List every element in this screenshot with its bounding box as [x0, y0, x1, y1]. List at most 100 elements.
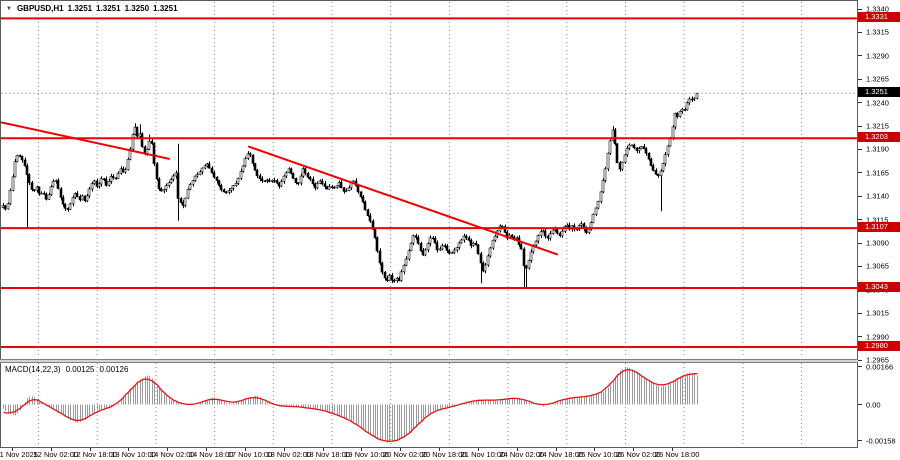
- macd-axis-label: 0.00: [866, 400, 881, 409]
- time-axis-label: 20 Nov 18:00: [421, 450, 467, 459]
- candles-layer: [1, 92, 699, 288]
- level-price-badge: 1.3203: [858, 132, 900, 143]
- price-chart-panel[interactable]: ▼ GBPUSD,H1 1.3251 1.3251 1.3250 1.3251: [0, 0, 858, 359]
- price-axis-tick: [858, 195, 862, 197]
- price-axis-tick: [858, 8, 862, 10]
- time-axis-label: 26 Nov 02:00: [615, 450, 661, 459]
- time-axis-tick: [439, 448, 441, 451]
- price-axis-tick: [858, 219, 862, 221]
- price-axis-label: 1.3290: [866, 51, 889, 61]
- time-axis-label: 12 Nov 02:00: [33, 450, 79, 459]
- time-axis-tick: [633, 448, 635, 451]
- time-axis-label: 24 Nov 02:00: [499, 450, 545, 459]
- price-axis-tick: [858, 55, 862, 57]
- price-axis: 1.3340 1.3315 1.3290 1.3265 1.3240 1.3215 1.31…: [858, 0, 900, 448]
- panel-splitter[interactable]: [0, 359, 858, 363]
- chart-header: ▼ GBPUSD,H1 1.3251 1.3251 1.3250 1.3251: [6, 4, 178, 13]
- price-axis-label: 1.3340: [866, 4, 889, 14]
- time-axis-label: 14 Nov 18:00: [188, 450, 234, 459]
- macd-signal-value: 0.00126: [99, 365, 129, 374]
- time-axis-tick: [672, 448, 674, 451]
- time-axis-label: 18 Nov 18:00: [305, 450, 350, 459]
- time-axis-tick: [206, 448, 208, 451]
- macd-histogram: [3, 367, 698, 443]
- time-axis-label: 11 Nov 2025: [0, 450, 38, 459]
- ohlc-high: 1.3251: [96, 4, 121, 13]
- time-axis-tick: [128, 448, 130, 451]
- price-axis-label: 1.3065: [866, 261, 889, 271]
- time-axis: 11 Nov 2025 12 Nov 02:00 12 Nov 18:00 13 No…: [0, 448, 900, 460]
- macd-axis-tick: [858, 366, 862, 368]
- price-axis-tick: [858, 148, 862, 150]
- symbol-dropdown-icon[interactable]: ▼: [6, 5, 12, 12]
- macd-axis-label: -0.00158: [866, 436, 896, 446]
- time-axis-tick: [594, 448, 596, 451]
- symbol-period-label: GBPUSD,H1: [16, 4, 64, 13]
- price-axis-tick: [858, 359, 862, 361]
- time-axis-tick: [89, 448, 91, 451]
- time-axis-label: 18 Nov 02:00: [266, 450, 312, 459]
- price-axis-label: 1.2965: [866, 355, 889, 365]
- level-price-badge: 1.3107: [858, 222, 900, 233]
- price-axis-label: 1.3265: [866, 74, 889, 84]
- time-axis-tick: [244, 448, 246, 451]
- price-axis-tick: [858, 265, 862, 267]
- macd-axis-label: 0.00166: [866, 362, 894, 372]
- macd-axis-tick: [858, 404, 862, 405]
- time-axis-tick: [516, 448, 518, 451]
- price-axis-tick: [858, 242, 862, 244]
- price-axis-label: 1.3165: [866, 168, 889, 178]
- time-axis-tick: [322, 448, 324, 451]
- time-axis-tick: [12, 448, 13, 451]
- time-axis-label: 20 Nov 02:00: [382, 450, 428, 459]
- price-axis-label: 1.3140: [866, 191, 889, 201]
- level-price-badge: 1.3331: [858, 12, 900, 23]
- time-axis-tick: [555, 448, 557, 451]
- ohlc-open: 1.3251: [67, 4, 93, 13]
- current-price-badge: 1.3251: [858, 87, 900, 98]
- time-axis-tick: [283, 448, 285, 451]
- time-axis-label: 14 Nov 02:00: [150, 450, 195, 459]
- time-axis-label: 24 Nov 18:00: [538, 450, 583, 459]
- price-axis-tick: [858, 172, 862, 174]
- price-chart-canvas[interactable]: [1, 1, 857, 358]
- support-resistance-levels: [1, 17, 857, 348]
- macd-indicator-panel[interactable]: MACD(14,22,3) 0.00125 0.00126: [0, 363, 858, 448]
- time-axis-label: 12 Nov 18:00: [72, 450, 117, 459]
- macd-header: MACD(14,22,3) 0.00125 0.00126: [5, 365, 128, 374]
- macd-axis-tick: [858, 440, 862, 442]
- price-axis-label: 1.3015: [866, 308, 889, 318]
- time-axis-tick: [400, 448, 402, 451]
- price-axis-tick: [858, 336, 862, 338]
- price-axis-label: 1.2990: [866, 332, 889, 342]
- time-axis-label: 21 Nov 10:00: [460, 450, 506, 459]
- price-axis-label: 1.3315: [866, 27, 889, 37]
- level-price-badge: 1.2980: [858, 340, 900, 351]
- time-axis-label: 26 Nov 18:00: [654, 450, 700, 459]
- price-axis-tick: [858, 31, 862, 33]
- price-axis-tick: [858, 125, 862, 127]
- price-axis-tick: [858, 102, 862, 104]
- time-axis-label: 13 Nov 10:00: [111, 450, 156, 459]
- vertical-gridlines: [38, 2, 803, 357]
- macd-signal-line: [3, 369, 698, 442]
- level-price-badge: 1.3043: [858, 281, 900, 292]
- price-axis-tick: [858, 312, 862, 314]
- time-axis-label: 25 Nov 10:00: [577, 450, 622, 459]
- time-axis-tick: [361, 448, 363, 451]
- price-axis-tick: [858, 78, 862, 80]
- macd-label: MACD(14,22,3): [5, 365, 61, 374]
- price-axis-label: 1.3190: [866, 144, 889, 154]
- ohlc-low: 1.3250: [124, 4, 150, 13]
- time-axis-tick: [50, 448, 52, 451]
- price-axis-label: 1.3115: [866, 215, 889, 225]
- price-axis-label: 1.3215: [866, 121, 889, 131]
- time-axis-tick: [167, 448, 169, 451]
- time-axis-label: 19 Nov 10:00: [344, 450, 389, 459]
- price-axis-label: 1.3240: [866, 98, 889, 108]
- time-axis-tick: [477, 448, 479, 451]
- time-axis-label: 17 Nov 10:00: [227, 450, 273, 459]
- ohlc-close: 1.3251: [153, 4, 178, 13]
- macd-canvas[interactable]: [1, 363, 857, 446]
